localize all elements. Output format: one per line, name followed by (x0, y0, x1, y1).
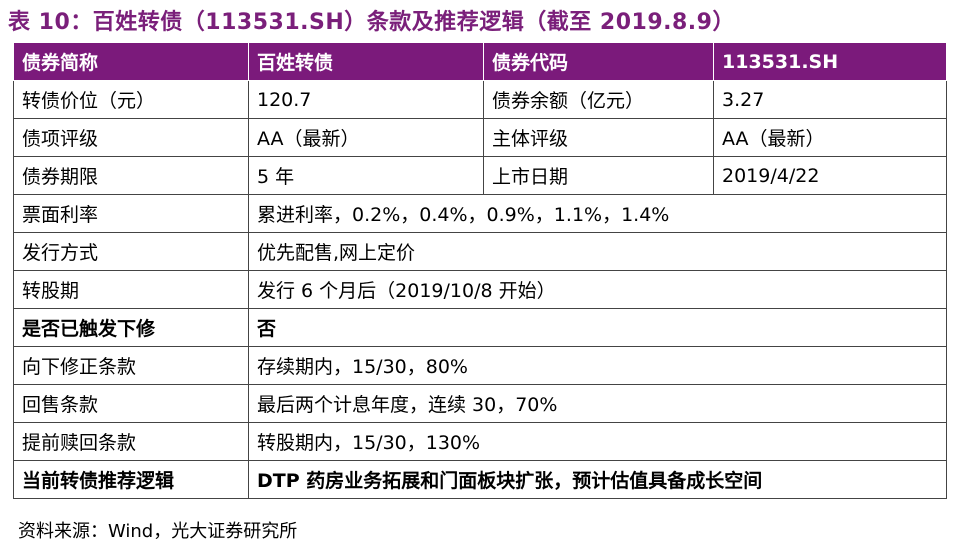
table-row: 提前赎回条款 转股期内，15/30，130% (13, 422, 947, 461)
table-row: 转债价位（元） 120.7 债券余额（亿元） 3.27 (13, 80, 947, 119)
cell: AA（最新） (713, 118, 947, 157)
header-row: 债券简称 百姓转债 债券代码 113531.SH (13, 42, 947, 81)
table-row: 转股期 发行 6 个月后（2019/10/8 开始） (13, 270, 947, 309)
header-cell: 债券代码 (483, 42, 714, 81)
cell: 优先配售,网上定价 (248, 232, 947, 271)
row-label: 债券期限 (13, 156, 249, 195)
table-row: 票面利率 累进利率，0.2%，0.4%，0.9%，1.1%，1.4% (13, 194, 947, 233)
row-label: 转债价位（元） (13, 80, 249, 119)
header-cell: 债券简称 (13, 42, 249, 81)
source-note: 资料来源：Wind，光大证券研究所 (18, 521, 298, 542)
cell: 5 年 (248, 156, 484, 195)
cell: 发行 6 个月后（2019/10/8 开始） (248, 270, 947, 309)
cell: 上市日期 (483, 156, 714, 195)
table-row: 当前转债推荐逻辑 DTP 药房业务拓展和门面板块扩张，预计估值具备成长空间 (13, 460, 947, 499)
cell: 最后两个计息年度，连续 30，70% (248, 384, 947, 423)
table-row: 债券期限 5 年上市日期 2019/4/22 (13, 156, 947, 195)
row-label: 提前赎回条款 (13, 422, 249, 461)
row-label: 回售条款 (13, 384, 249, 423)
table-row: 回售条款 最后两个计息年度，连续 30，70% (13, 384, 947, 423)
row-label: 发行方式 (13, 232, 249, 271)
cell: 累进利率，0.2%，0.4%，0.9%，1.1%，1.4% (248, 194, 947, 233)
cell: DTP 药房业务拓展和门面板块扩张，预计估值具备成长空间 (248, 460, 947, 499)
table-row: 是否已触发下修否 (13, 308, 947, 347)
cell: 存续期内，15/30，80% (248, 346, 947, 385)
table-row: 发行方式 优先配售,网上定价 (13, 232, 947, 271)
cell: 否 (248, 308, 947, 347)
header-cell: 113531.SH (713, 42, 947, 81)
row-label: 当前转债推荐逻辑 (13, 460, 249, 499)
row-label: 债项评级 (13, 118, 249, 157)
row-label: 票面利率 (13, 194, 249, 233)
row-label: 是否已触发下修 (13, 308, 249, 347)
table-row: 债项评级 AA（最新） 主体评级 AA（最新） (13, 118, 947, 157)
table-row: 向下修正条款 存续期内，15/30，80% (13, 346, 947, 385)
cell: 3.27 (713, 80, 947, 119)
cell: 120.7 (248, 80, 484, 119)
cell: 债券余额（亿元） (483, 80, 714, 119)
table-title: 表 10：百姓转债（113531.SH）条款及推荐逻辑（截至 2019.8.9） (8, 10, 735, 35)
terms-table: 债券简称 百姓转债 债券代码 113531.SH 转债价位（元） 120.7 债券余额（亿元… (13, 42, 947, 499)
cell: 主体评级 (483, 118, 714, 157)
row-label: 向下修正条款 (13, 346, 249, 385)
cell: 转股期内，15/30，130% (248, 422, 947, 461)
cell: 2019/4/22 (713, 156, 947, 195)
row-label: 转股期 (13, 270, 249, 309)
cell: AA（最新） (248, 118, 484, 157)
header-cell: 百姓转债 (248, 42, 484, 81)
